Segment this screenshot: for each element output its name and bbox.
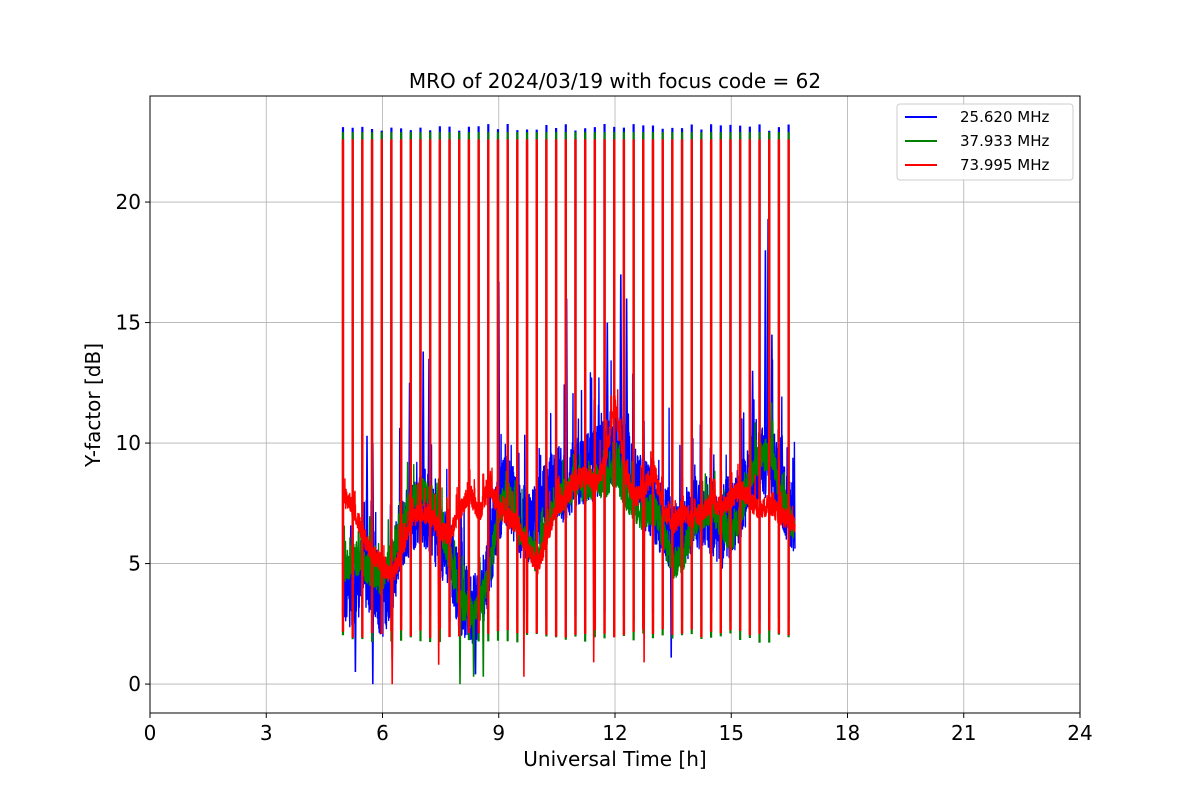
y-tick-label: 20	[116, 190, 141, 214]
y-tick-label: 5	[128, 552, 141, 576]
y-tick-label: 15	[116, 311, 141, 335]
axis-ticks: 0 3 6 9 12 15 18 21 24 0 5 10 15 20	[116, 190, 1093, 745]
series-1-peak	[763, 250, 767, 463]
x-tick-label: 6	[376, 721, 389, 745]
series-1-dip	[474, 604, 477, 675]
y-axis-label: Y-factor [dB]	[81, 343, 105, 468]
y-tick-label: 10	[116, 431, 141, 455]
series-2-dip	[481, 593, 485, 677]
x-tick-label: 0	[144, 721, 157, 745]
series-1-peak	[619, 274, 623, 447]
series-1-dip	[354, 584, 357, 673]
x-tick-label: 24	[1067, 721, 1092, 745]
legend-label-1: 25.620 MHz	[960, 108, 1049, 126]
series-1-peak	[605, 322, 609, 454]
series-1-peak	[421, 351, 425, 509]
legend-box	[896, 103, 1074, 181]
x-axis-label: Universal Time [h]	[523, 747, 706, 771]
chart-title: MRO of 2024/03/19 with focus code = 62	[409, 69, 821, 93]
legend-label-3: 73.995 MHz	[960, 156, 1049, 174]
legend: 25.620 MHz 37.933 MHz 73.995 MHz	[896, 103, 1074, 181]
x-tick-label: 9	[492, 721, 505, 745]
series-2-dip	[472, 611, 475, 677]
x-tick-label: 15	[719, 721, 744, 745]
x-tick-label: 18	[835, 721, 860, 745]
legend-label-2: 37.933 MHz	[960, 132, 1049, 150]
series-1-peak	[625, 298, 629, 460]
x-tick-label: 21	[951, 721, 976, 745]
plot-area	[341, 123, 796, 685]
y-tick-label: 0	[128, 672, 141, 696]
series-3	[341, 139, 796, 685]
x-tick-label: 3	[260, 721, 273, 745]
x-tick-label: 12	[602, 721, 627, 745]
series-1-peak	[751, 370, 755, 475]
series-1-peak	[365, 435, 369, 578]
series-3-dip	[522, 539, 526, 677]
